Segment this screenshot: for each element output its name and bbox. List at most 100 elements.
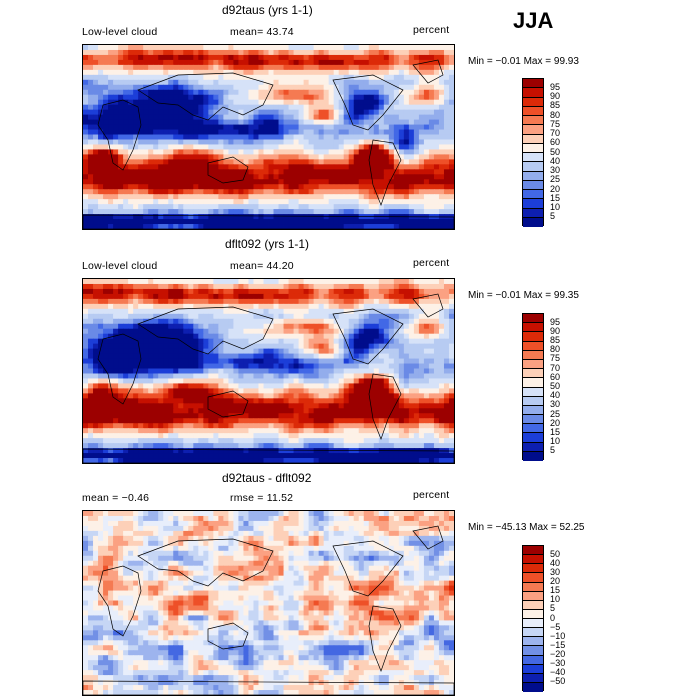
field-cell	[323, 378, 330, 385]
field-cell	[378, 313, 385, 320]
field-cell	[93, 343, 99, 350]
field-cell	[88, 328, 94, 335]
field-cell	[243, 199, 250, 205]
field-cell	[118, 184, 124, 190]
field-cell	[253, 149, 260, 155]
field-cell	[163, 149, 169, 155]
field-cell	[273, 74, 280, 81]
field-cell	[418, 328, 425, 335]
field-cell	[83, 129, 89, 136]
field-cell	[448, 204, 454, 210]
field-cell	[198, 169, 204, 175]
field-cell	[308, 194, 315, 200]
field-cell	[93, 45, 99, 51]
field-cell	[383, 184, 390, 190]
field-cell	[228, 169, 234, 175]
field-cell	[133, 408, 139, 414]
field-cell	[123, 398, 129, 404]
field-cell	[118, 388, 124, 394]
field-cell	[198, 94, 204, 101]
field-cell	[358, 149, 365, 155]
field-cell	[393, 219, 400, 225]
field-cell	[248, 114, 255, 121]
field-cell	[358, 333, 365, 340]
field-cell	[298, 164, 305, 170]
field-cell	[103, 343, 109, 350]
field-cell	[343, 343, 350, 350]
field-cell	[213, 94, 219, 101]
field-cell	[353, 298, 360, 305]
field-cell	[208, 408, 214, 414]
field-cell	[288, 378, 295, 385]
field-cell	[223, 358, 229, 365]
field-cell	[448, 109, 454, 116]
field-cell	[293, 288, 300, 295]
field-cell	[208, 338, 214, 345]
field-cell	[168, 279, 174, 285]
field-cell	[293, 54, 300, 61]
field-cell	[263, 343, 270, 350]
field-cell	[363, 114, 370, 121]
field-cell	[388, 109, 395, 116]
field-cell	[388, 408, 395, 414]
field-cell	[443, 358, 450, 365]
field-cell	[323, 189, 330, 195]
field-cell	[263, 283, 270, 290]
panel1-units: percent	[413, 24, 450, 36]
field-cell	[293, 348, 300, 355]
field-cell	[298, 99, 305, 106]
field-cell	[348, 323, 355, 330]
field-cell	[198, 308, 204, 315]
field-cell	[118, 169, 124, 175]
field-cell	[208, 373, 214, 380]
field-cell	[298, 84, 305, 91]
field-cell	[328, 214, 335, 220]
field-cell	[268, 368, 275, 375]
field-cell	[393, 149, 400, 155]
field-cell	[303, 328, 310, 335]
field-cell	[328, 159, 335, 165]
field-cell	[138, 154, 144, 160]
field-cell	[183, 298, 189, 305]
field-cell	[373, 328, 380, 335]
field-cell	[333, 423, 340, 429]
field-cell	[443, 318, 450, 325]
field-cell	[188, 59, 194, 66]
field-cell	[128, 398, 134, 404]
field-cell	[388, 59, 395, 66]
field-cell	[328, 184, 335, 190]
field-cell	[418, 199, 425, 205]
field-cell	[403, 119, 410, 126]
field-cell	[448, 134, 454, 141]
field-cell	[253, 189, 260, 195]
field-cell	[198, 204, 204, 210]
field-cell	[153, 408, 159, 414]
field-cell	[438, 54, 445, 61]
field-cell	[283, 224, 290, 229]
field-cell	[248, 199, 255, 205]
field-cell	[258, 209, 265, 215]
field-cell	[338, 174, 345, 180]
field-cell	[328, 333, 335, 340]
field-cell	[303, 154, 310, 160]
field-cell	[368, 99, 375, 106]
field-cell	[103, 189, 109, 195]
field-cell	[118, 64, 124, 71]
field-cell	[88, 169, 94, 175]
field-cell	[243, 139, 250, 146]
field-cell	[243, 79, 250, 86]
field-cell	[373, 293, 380, 300]
field-cell	[408, 49, 415, 56]
field-cell	[318, 84, 325, 91]
field-cell	[103, 99, 109, 106]
field-cell	[223, 194, 229, 200]
field-cell	[158, 144, 164, 151]
field-cell	[318, 149, 325, 155]
field-cell	[393, 373, 400, 380]
field-cell	[293, 84, 300, 91]
field-cell	[353, 348, 360, 355]
field-cell	[103, 318, 109, 325]
field-cell	[308, 224, 315, 229]
field-cell	[448, 119, 454, 126]
field-cell	[213, 288, 219, 295]
